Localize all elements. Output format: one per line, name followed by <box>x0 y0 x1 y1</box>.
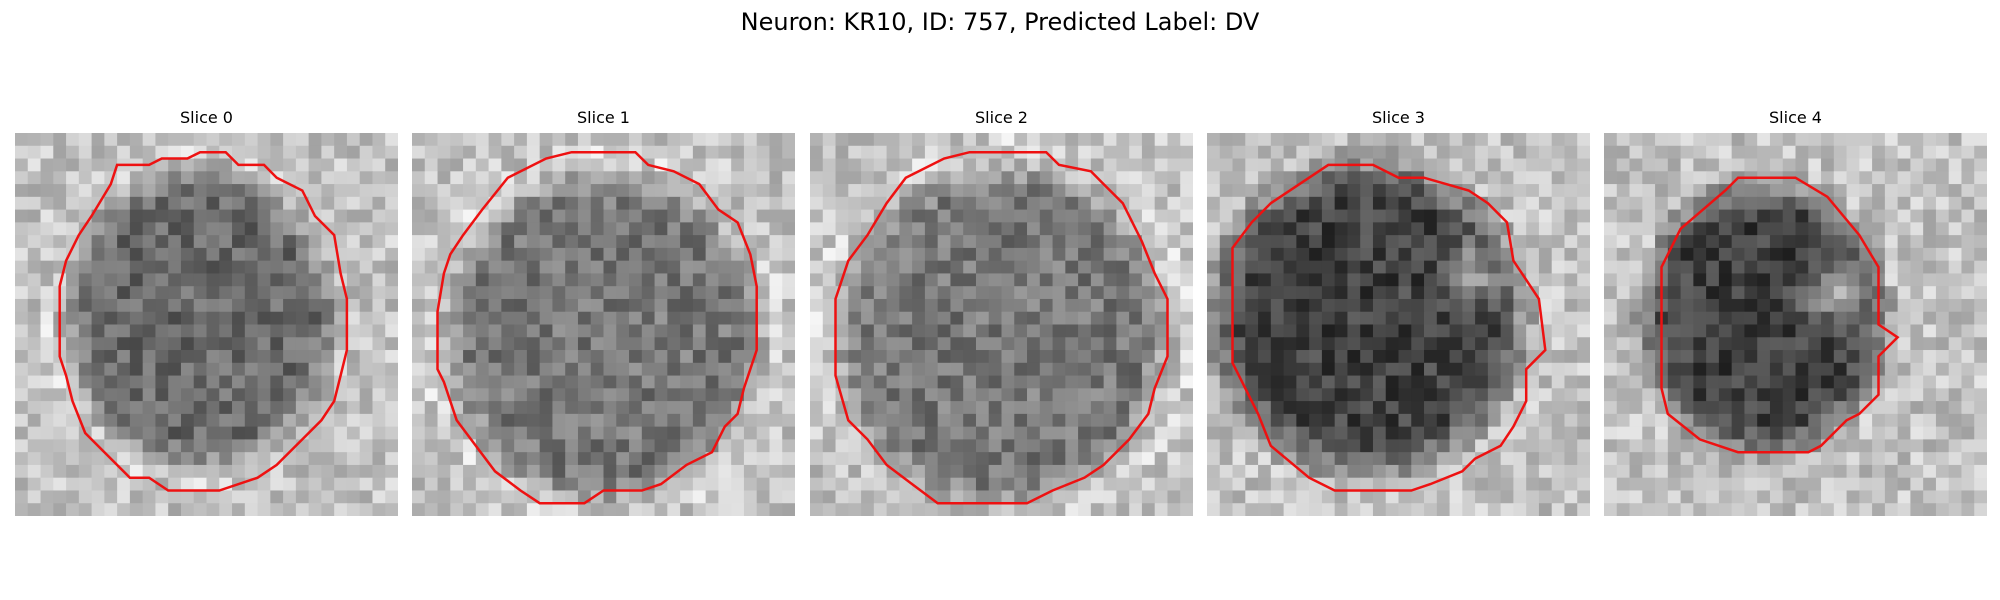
slice-image-1 <box>412 133 795 516</box>
slice-image-0 <box>15 133 398 516</box>
roi-contour <box>58 150 349 492</box>
slice-panel-1: Slice 1 <box>412 108 795 516</box>
slice-panel-2: Slice 2 <box>810 108 1193 516</box>
roi-contour <box>1231 163 1547 492</box>
slice-title-2: Slice 2 <box>975 108 1028 127</box>
roi-contour <box>834 150 1169 505</box>
slice-title-4: Slice 4 <box>1769 108 1822 127</box>
slice-title-1: Slice 1 <box>577 108 630 127</box>
slice-image-2 <box>810 133 1193 516</box>
slice-title-3: Slice 3 <box>1372 108 1425 127</box>
slice-image-3 <box>1207 133 1590 516</box>
roi-contour <box>1660 176 1900 454</box>
figure-title: Neuron: KR10, ID: 757, Predicted Label: … <box>740 8 1260 36</box>
slice-panel-3: Slice 3 <box>1207 108 1590 516</box>
slice-panel-0: Slice 0 <box>15 108 398 516</box>
roi-contour <box>436 150 758 505</box>
slice-image-4 <box>1604 133 1987 516</box>
slice-panel-4: Slice 4 <box>1604 108 1987 516</box>
slice-title-0: Slice 0 <box>180 108 233 127</box>
